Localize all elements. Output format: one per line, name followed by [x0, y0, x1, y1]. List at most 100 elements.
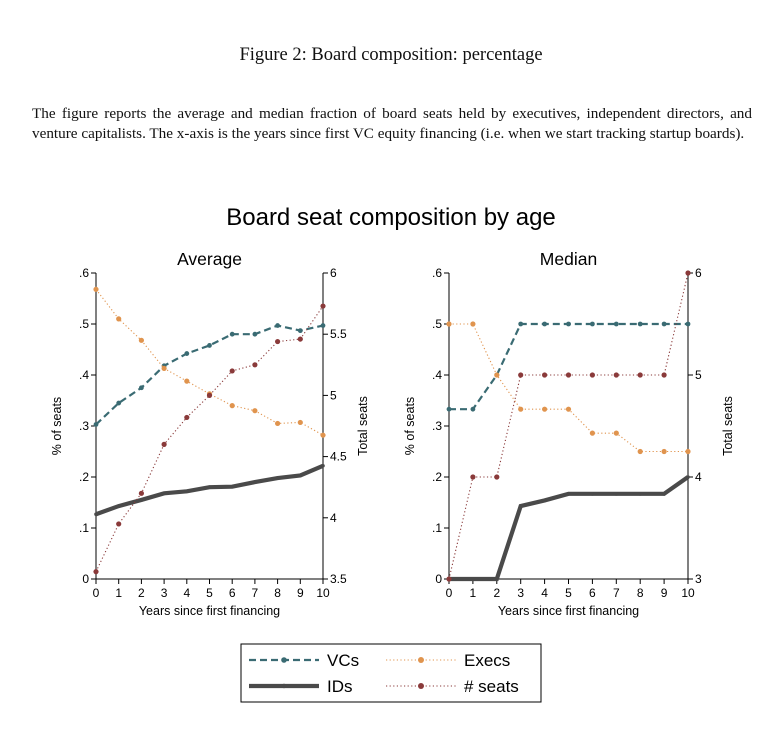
data-point	[685, 270, 691, 276]
y-axis-label: % of seats	[403, 397, 417, 455]
data-point	[614, 492, 619, 496]
x-tick-label: 7	[252, 586, 259, 600]
legend-marker	[281, 683, 287, 689]
data-point	[320, 323, 326, 328]
y2-tick-label: 4	[330, 511, 337, 525]
data-point	[94, 512, 98, 517]
legend-item-execs: Execs	[386, 651, 510, 670]
x-tick-label: 1	[470, 586, 477, 600]
data-point	[229, 368, 235, 374]
panel-average: Average 0 .1 .2 .3 .4 .5 .6 3.5 4 4.5 5 5.5 6 0 1 2 3 4 5 6 7…	[50, 249, 370, 618]
y-tick-label: .6	[432, 266, 442, 280]
data-point	[253, 480, 257, 484]
data-point	[320, 303, 326, 309]
legend-label: IDs	[327, 677, 353, 696]
data-point	[116, 400, 122, 406]
data-point	[93, 286, 99, 292]
y2-tick-label: 3.5	[330, 572, 347, 586]
panel-median: Median 0 .1 .2 .3 .4 .5 .6 3 4 5 6 0 1 2 3 4 5 6 7 8 9 10 Years…	[403, 249, 735, 618]
y-tick-label: .3	[79, 419, 89, 433]
data-point	[161, 365, 167, 371]
x-tick-label: 6	[229, 586, 236, 600]
y-tick-label: .4	[432, 368, 442, 382]
data-point	[613, 430, 619, 436]
legend-marker	[418, 683, 424, 689]
y2-tick-label: 3	[695, 572, 702, 586]
data-point	[685, 448, 691, 455]
data-point	[494, 372, 500, 378]
data-point	[184, 414, 190, 421]
data-point	[613, 372, 619, 378]
data-point	[446, 406, 452, 412]
y2-tick-label: 6	[695, 266, 702, 280]
data-point	[446, 576, 452, 582]
x-tick-label: 9	[661, 586, 668, 600]
data-point	[662, 492, 666, 496]
y2-axis-label: Total seats	[356, 396, 370, 456]
data-point	[138, 490, 144, 496]
legend-marker	[281, 657, 287, 663]
series-line-execs	[449, 323, 688, 453]
data-point	[589, 372, 596, 378]
data-point	[184, 351, 190, 356]
series-line-num-seats	[448, 272, 689, 580]
series-vcs	[93, 323, 326, 427]
y2-tick-label: 5	[695, 368, 702, 382]
data-point	[297, 328, 303, 334]
data-point	[566, 321, 571, 327]
data-point	[685, 321, 691, 327]
data-point	[252, 331, 258, 337]
data-point	[297, 419, 303, 426]
x-tick-label: 0	[446, 586, 453, 600]
data-point	[637, 448, 643, 455]
data-point	[470, 321, 476, 327]
y-tick-label: .5	[432, 317, 442, 331]
x-tick-label: 10	[316, 586, 330, 600]
data-point	[470, 474, 476, 480]
y-tick-label: .2	[432, 470, 442, 484]
data-point	[297, 336, 303, 342]
legend-box	[240, 643, 542, 703]
legend-label: Execs	[464, 651, 510, 670]
series-execs	[93, 286, 326, 438]
legend-label: # seats	[464, 677, 519, 696]
y-tick-label: 0	[82, 572, 89, 586]
x-axis-label: Years since first financing	[498, 604, 639, 618]
data-point	[184, 378, 190, 384]
data-point	[185, 489, 189, 494]
data-point	[116, 316, 122, 322]
chart-legend: VCs Execs IDs # seats	[240, 643, 542, 703]
y2-tick-label: 5.5	[330, 327, 347, 341]
y-tick-label: .1	[432, 521, 442, 535]
data-point	[494, 474, 500, 480]
y2-axis-label: Total seats	[721, 396, 735, 456]
data-point	[93, 422, 99, 427]
y-tick-label: .5	[79, 317, 89, 331]
data-point	[116, 521, 122, 527]
data-point	[518, 504, 523, 508]
y-axis-label: % of seats	[50, 397, 64, 455]
data-point	[470, 406, 476, 412]
x-tick-label: 5	[206, 586, 213, 600]
panel-title: Median	[540, 249, 597, 269]
data-point	[321, 463, 325, 468]
data-point	[116, 504, 121, 508]
series-line-execs	[95, 288, 324, 436]
y-tick-label: 0	[435, 572, 442, 586]
x-tick-label: 2	[493, 586, 500, 600]
x-tick-label: 4	[183, 586, 190, 600]
data-point	[565, 406, 572, 412]
x-tick-label: 4	[541, 586, 548, 600]
data-point	[518, 372, 524, 378]
series-num-seats	[93, 303, 326, 575]
data-point	[93, 569, 99, 575]
data-point	[207, 485, 212, 490]
figure-caption: Figure 2: Board composition: percentage	[239, 45, 543, 65]
data-point	[162, 491, 166, 496]
panel-title: Average	[177, 249, 242, 269]
x-tick-label: 7	[613, 586, 620, 600]
data-point	[230, 484, 234, 489]
data-point	[252, 362, 258, 368]
data-point	[661, 448, 667, 455]
data-point	[139, 498, 144, 502]
